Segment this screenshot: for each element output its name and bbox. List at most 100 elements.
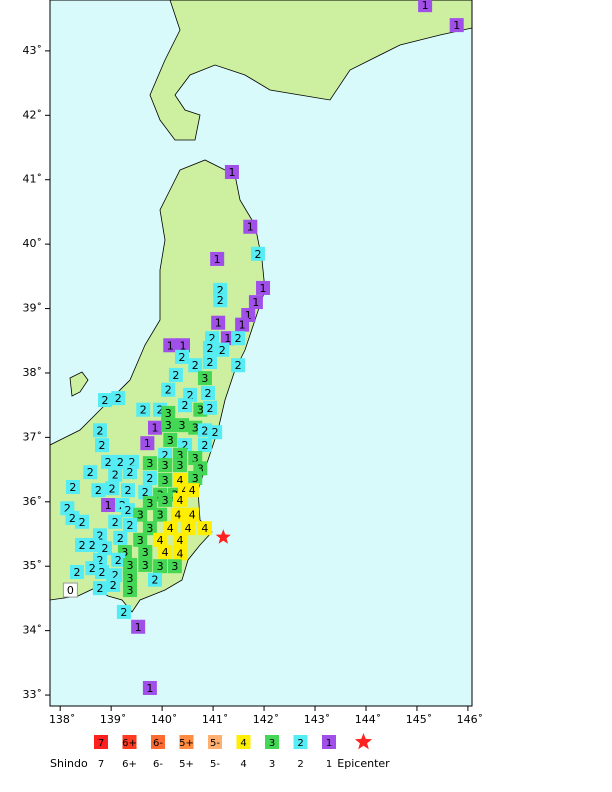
station-intensity: 2	[235, 332, 242, 345]
station: 1	[101, 498, 116, 513]
station-intensity: 4	[162, 546, 169, 559]
station-marker	[163, 521, 178, 536]
station-marker	[70, 565, 85, 580]
station: 1	[140, 436, 155, 451]
station-intensity: 4	[189, 509, 196, 522]
station-marker	[231, 331, 246, 346]
station: 3	[123, 583, 138, 598]
station-marker	[185, 507, 200, 522]
legend-symbol: 5+	[179, 738, 194, 749]
station-marker	[256, 280, 271, 295]
station-marker	[163, 432, 178, 447]
y-tick-label: 37˚	[23, 430, 43, 443]
station-marker	[94, 565, 109, 580]
station-marker	[172, 532, 187, 547]
station-marker	[163, 338, 178, 353]
station-intensity: 3	[197, 404, 204, 417]
station-marker	[161, 405, 176, 420]
station-marker	[161, 418, 176, 433]
station-intensity: 4	[185, 522, 192, 535]
station-marker	[172, 546, 187, 561]
station-marker	[197, 438, 212, 453]
station: 3	[197, 371, 212, 386]
station-marker	[250, 246, 265, 261]
station-intensity: 1	[167, 339, 174, 352]
station-intensity: 1	[105, 499, 112, 512]
station-intensity: 4	[176, 547, 183, 560]
station-intensity: 2	[129, 456, 136, 469]
station-intensity: 1	[245, 309, 252, 322]
station-intensity: 3	[165, 407, 172, 420]
station-marker	[113, 530, 128, 545]
station-intensity: 4	[182, 484, 189, 497]
station-intensity: 2	[127, 466, 134, 479]
station-marker	[136, 402, 151, 417]
legend-symbol: 2	[297, 738, 303, 749]
legend-epicenter-label: Epicenter	[337, 757, 390, 770]
station-intensity: 2	[115, 554, 122, 567]
station-intensity: 3	[179, 419, 186, 432]
station-marker	[123, 583, 138, 598]
station-intensity: 1	[247, 221, 254, 234]
station-intensity: 3	[162, 494, 169, 507]
station-intensity: 1	[239, 319, 246, 332]
station-intensity: 2	[96, 554, 103, 567]
station-intensity: 2	[96, 424, 103, 437]
station: 3	[123, 557, 138, 572]
station-intensity: 2	[207, 342, 214, 355]
station: 4	[172, 546, 187, 561]
station: 2	[168, 367, 183, 382]
station-intensity: 2	[151, 574, 158, 587]
station: 2	[113, 530, 128, 545]
station-marker	[85, 537, 100, 552]
station-marker	[120, 483, 135, 498]
station-marker	[158, 545, 173, 560]
station: 1	[142, 680, 157, 695]
station-intensity: 3	[137, 534, 144, 547]
station-intensity: 2	[254, 248, 261, 261]
station-intensity: 2	[115, 392, 122, 405]
station-marker	[178, 398, 193, 413]
x-tick-label: 140˚	[151, 713, 178, 726]
station: 3	[161, 405, 176, 420]
station-marker	[172, 492, 187, 507]
station: 1	[147, 420, 162, 435]
station: 1	[224, 164, 239, 179]
station-marker	[158, 472, 173, 487]
station-intensity: 2	[204, 387, 211, 400]
legend-swatch	[236, 735, 251, 749]
station-intensity: 4	[167, 522, 174, 535]
station: 1	[449, 18, 464, 33]
station: 1	[256, 280, 271, 295]
station: 4	[181, 521, 196, 536]
station-marker	[181, 521, 196, 536]
station: 1	[210, 251, 225, 266]
station-intensity: 2	[235, 359, 242, 372]
station-marker	[176, 338, 191, 353]
station: 2	[75, 514, 90, 529]
station: 2	[106, 577, 121, 592]
station: 2	[65, 479, 80, 494]
station-intensity: 3	[137, 509, 144, 522]
station: 2	[213, 293, 228, 308]
station-marker	[224, 164, 239, 179]
station-intensity: 2	[96, 529, 103, 542]
station-marker	[142, 456, 157, 471]
station: 2	[92, 423, 107, 438]
station-intensity: 3	[146, 497, 153, 510]
station-marker	[92, 581, 107, 596]
station-intensity: 2	[117, 456, 124, 469]
station: 3	[133, 532, 148, 547]
station-marker	[418, 0, 433, 13]
station-intensity: 3	[142, 559, 149, 572]
legend-symbol: 5-	[210, 738, 220, 749]
station-intensity: 2	[102, 542, 109, 555]
station: 2	[161, 382, 176, 397]
station-intensity: 2	[207, 402, 214, 415]
station-intensity: 2	[112, 569, 119, 582]
station-intensity: 2	[69, 481, 76, 494]
station-marker	[197, 521, 212, 536]
station-intensity: 2	[212, 426, 219, 439]
station-intensity: 2	[162, 449, 169, 462]
